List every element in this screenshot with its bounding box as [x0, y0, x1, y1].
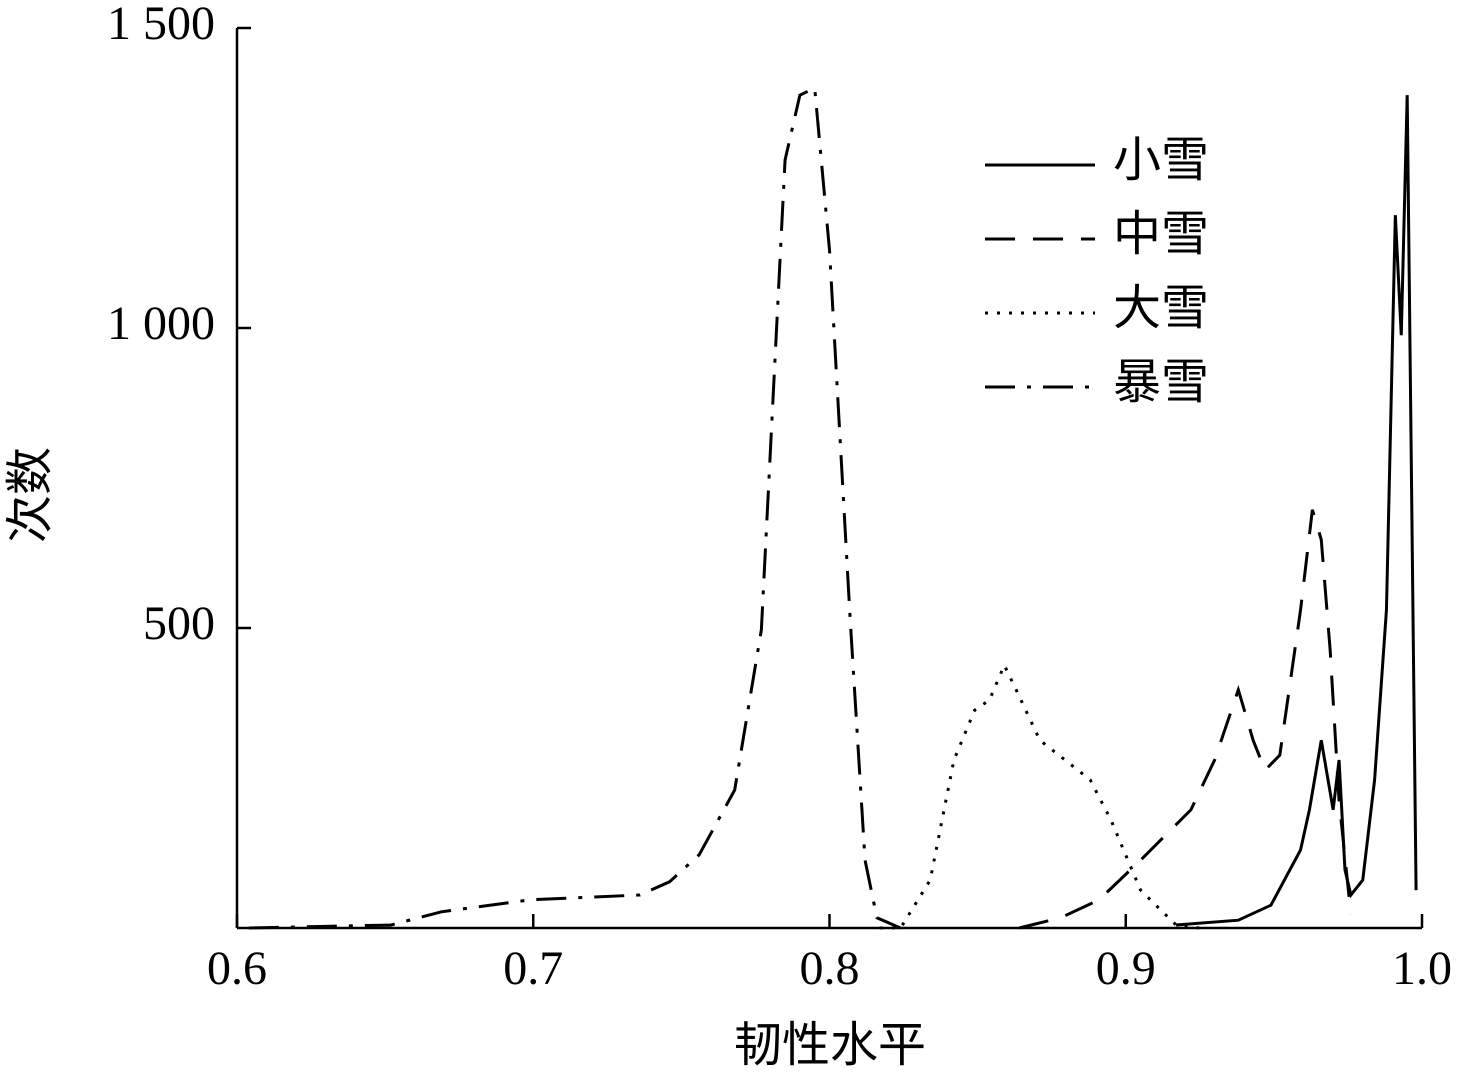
series-line [248, 85, 902, 930]
x-tick-label: 1.0 [1392, 942, 1452, 995]
y-tick-label: 1 000 [107, 297, 215, 350]
x-tick-label: 0.7 [503, 942, 563, 995]
legend-label: 小雪 [1113, 134, 1209, 187]
legend-label: 大雪 [1113, 282, 1209, 335]
series-line [1018, 509, 1353, 930]
series-line [879, 661, 1200, 930]
series-line [1175, 95, 1418, 927]
legend-label: 暴雪 [1113, 356, 1209, 409]
y-axis-label: 次数 [4, 447, 57, 543]
x-tick-label: 0.6 [207, 942, 267, 995]
x-axis-label: 韧性水平 [734, 1019, 926, 1072]
x-tick-label: 0.8 [800, 942, 860, 995]
legend-label: 中雪 [1113, 208, 1209, 261]
y-tick-label: 1 500 [107, 0, 215, 50]
x-tick-label: 0.9 [1096, 942, 1156, 995]
y-tick-label: 500 [143, 597, 215, 650]
